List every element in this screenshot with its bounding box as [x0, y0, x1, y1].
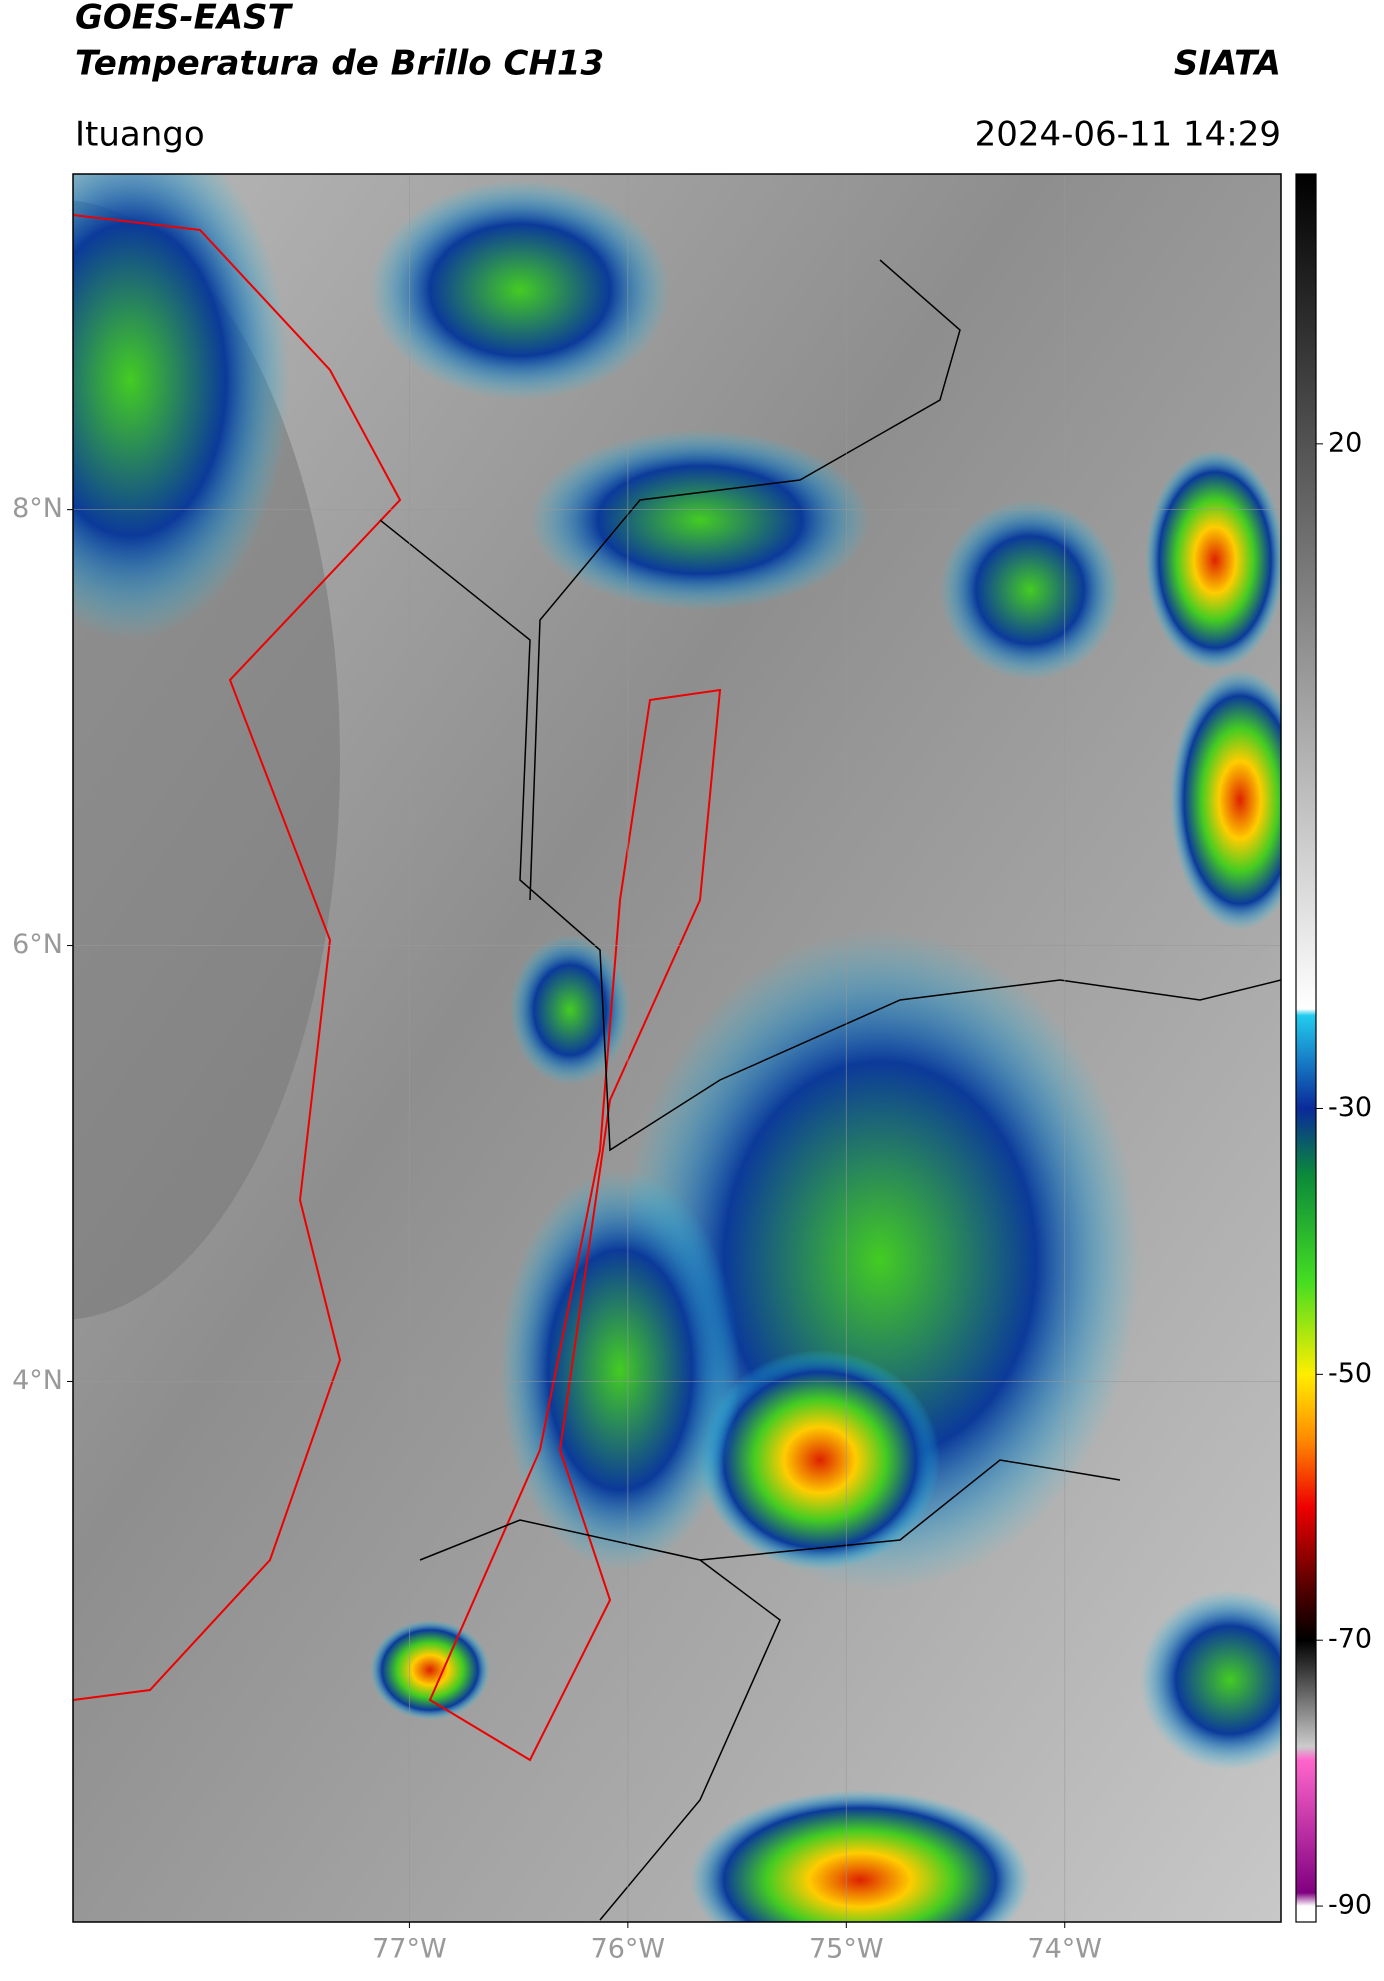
cloud [500, 1170, 740, 1570]
region-boundary [428, 688, 722, 1762]
map-image [73, 174, 1281, 1922]
lat-label: 6°N [12, 929, 63, 960]
title: GOES-EAST [75, 0, 294, 38]
lon-label: 77°W [372, 1934, 447, 1965]
coastline [73, 214, 402, 1701]
lon-label: 75°W [809, 1934, 884, 1965]
storm [1145, 450, 1281, 670]
colorbar: 20 -30 -50 -70 -90 [1296, 174, 1372, 1922]
colorbar-label: -50 [1328, 1358, 1372, 1389]
colorbar-label: -30 [1328, 1092, 1372, 1123]
lat-label: 8°N [12, 493, 63, 524]
colorbar-fill [1296, 174, 1316, 1922]
brand: SIATA [1174, 44, 1281, 84]
cloud [530, 430, 870, 610]
cloud [370, 180, 670, 400]
cloud [1140, 1590, 1281, 1770]
cloud [73, 174, 290, 640]
location: Ituango [75, 115, 205, 155]
cloud [510, 935, 630, 1085]
storm [700, 1350, 940, 1570]
colorbar-label: -70 [1328, 1624, 1372, 1655]
cloud [940, 500, 1120, 680]
admin-boundaries [379, 259, 1281, 1921]
datetime: 2024-06-11 14:29 [975, 115, 1281, 155]
subtitle: Temperatura de Brillo CH13 [75, 44, 604, 84]
lon-label: 74°W [1027, 1934, 1102, 1965]
map-frame [72, 173, 1282, 1923]
lon-label: 76°W [591, 1934, 666, 1965]
storm [370, 1620, 490, 1720]
grid: 8°N 6°N 4°N 77°W 76°W 75°W 74°W [12, 174, 1281, 1965]
storm [690, 1790, 1030, 1922]
lat-label: 4°N [12, 1365, 63, 1396]
colorbar-label: -90 [1328, 1890, 1372, 1921]
colorbar-frame [1295, 173, 1317, 1923]
storm [1170, 670, 1281, 930]
colorbar-label: 20 [1328, 427, 1362, 458]
